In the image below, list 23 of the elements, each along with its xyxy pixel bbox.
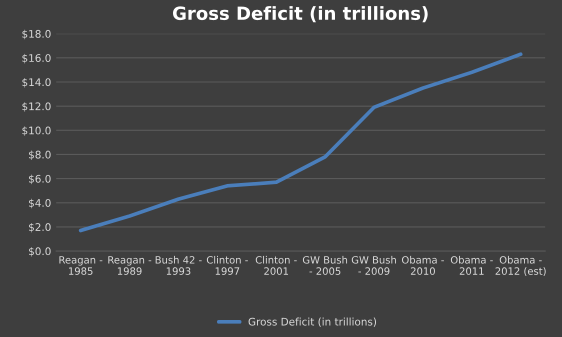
y-tick-label: $4.0 xyxy=(29,198,51,208)
y-tick-label: $12.0 xyxy=(22,102,51,112)
y-tick-label: $14.0 xyxy=(22,78,51,88)
x-tick-label: Clinton - 2001 xyxy=(256,256,297,275)
line-series xyxy=(78,52,522,232)
y-tick-label: $16.0 xyxy=(22,54,51,64)
y-tick-label: $8.0 xyxy=(29,150,51,160)
legend-label: Gross Deficit (in trillions) xyxy=(248,318,376,327)
x-tick-label: Obama - 2012 (est) xyxy=(496,256,546,276)
x-tick-label: Reagan - 1989 xyxy=(108,256,152,275)
y-tick-label: $18.0 xyxy=(22,30,51,40)
x-tick-label: GW Bush - 2005 xyxy=(302,256,348,275)
x-tick-label: Obama - 2010 xyxy=(402,256,444,275)
x-tick-label: Obama - 2011 xyxy=(450,256,493,275)
x-tick-label: Clinton - 1997 xyxy=(206,256,248,275)
x-tick-label: Reagan - 1985 xyxy=(59,256,102,275)
x-tick-label: GW Bush - 2009 xyxy=(352,256,396,275)
y-tick-label: $0.0 xyxy=(29,247,51,257)
x-tick-label: Bush 42 - 1993 xyxy=(156,256,202,275)
chart-title: Gross Deficit (in trillions) xyxy=(173,6,428,22)
y-tick-label: $6.0 xyxy=(29,174,51,184)
y-tick-label: $2.0 xyxy=(29,222,51,232)
y-tick-label: $10.0 xyxy=(22,126,51,136)
